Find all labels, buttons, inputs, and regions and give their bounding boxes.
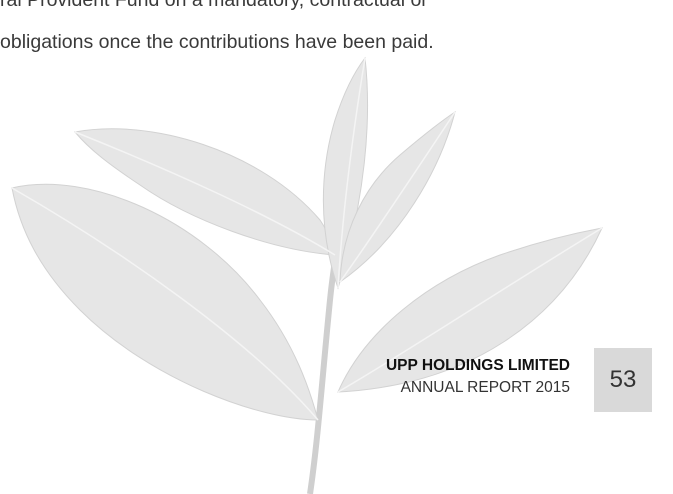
report-title: ANNUAL REPORT 2015 [400, 379, 570, 396]
body-text: obligations once the contributions have … [0, 31, 434, 53]
company-name: UPP HOLDINGS LIMITED [385, 357, 570, 374]
page-number: 53 [594, 348, 652, 412]
body-text: ral Provident Fund on a mandatory, contr… [0, 0, 428, 11]
